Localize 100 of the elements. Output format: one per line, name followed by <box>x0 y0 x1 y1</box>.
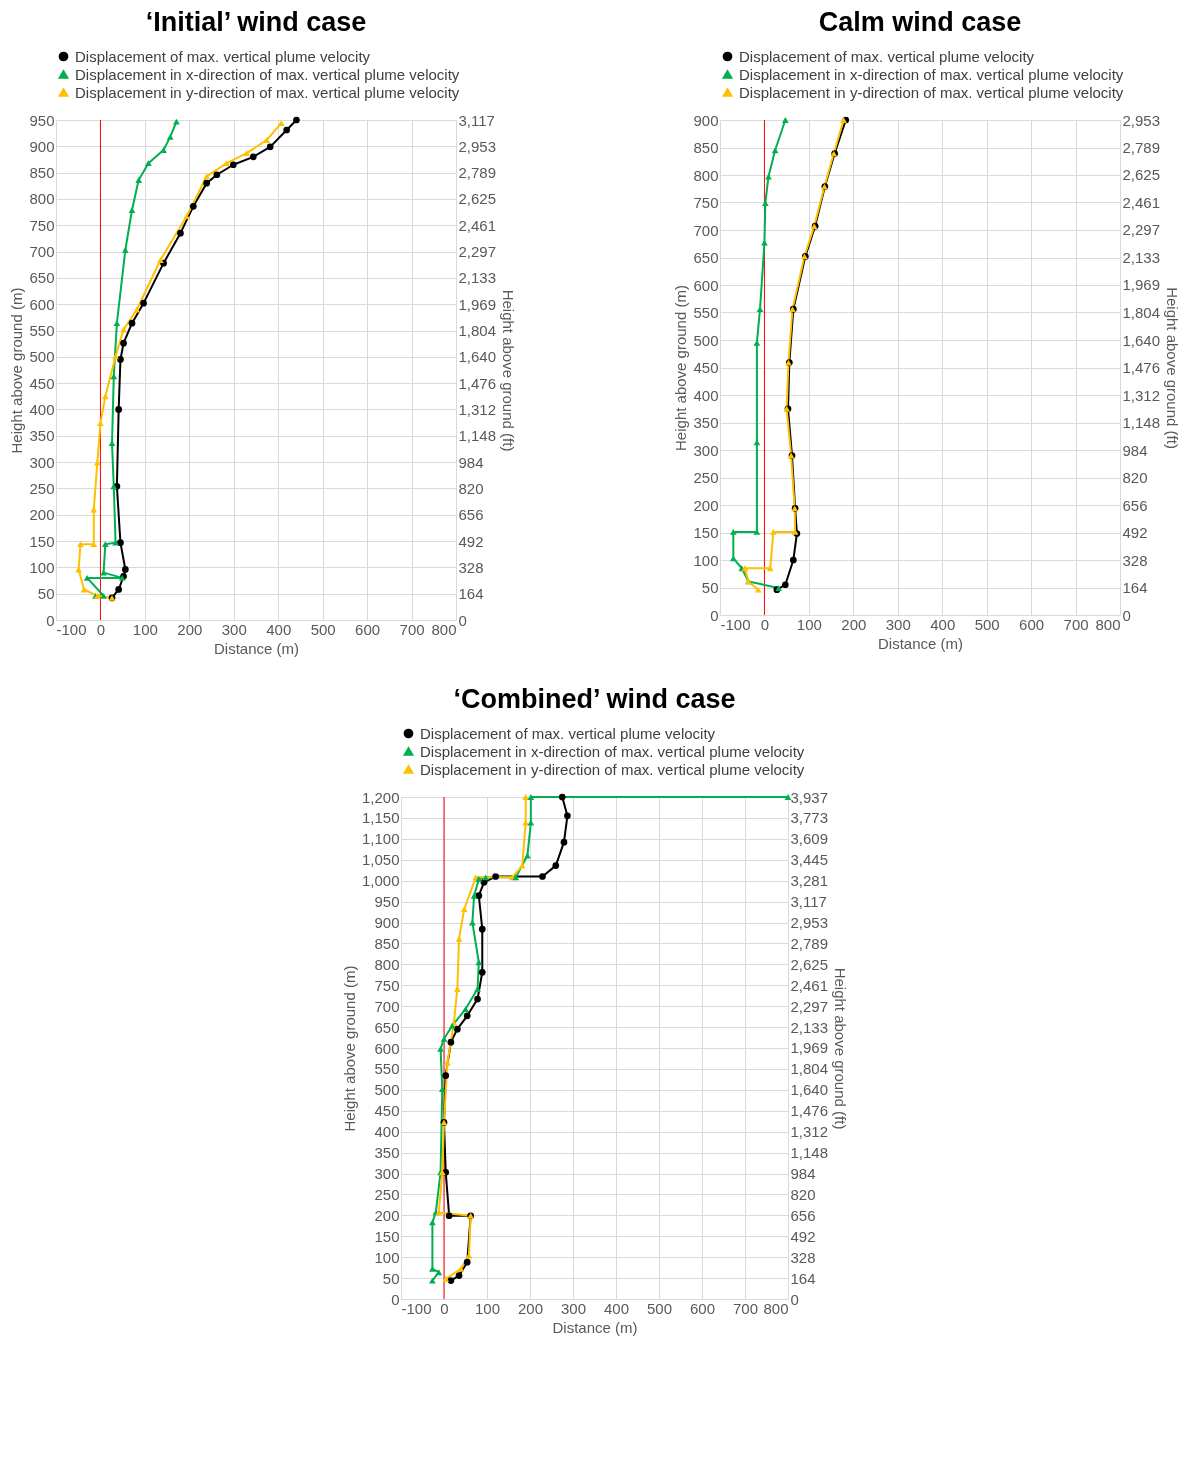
y2-axis-title: Height above ground (ft) <box>1164 287 1182 449</box>
chart-title: ‘Initial’ wind case <box>145 7 367 37</box>
y-tick-label: 500 <box>29 348 55 366</box>
y-tick-label: 800 <box>29 190 55 208</box>
y2-tick-label: 1,476 <box>1122 359 1161 377</box>
y-tick-label: 100 <box>693 551 719 569</box>
y-tick-label: 650 <box>693 249 719 266</box>
y-tick-label: 800 <box>693 166 719 184</box>
x-tick-label: 300 <box>221 620 247 638</box>
y2-tick-label: 1,148 <box>1122 414 1161 432</box>
y-tick-label: 600 <box>373 1039 399 1057</box>
y-tick-label: 100 <box>373 1248 399 1266</box>
y2-tick-label: 1,148 <box>458 427 497 445</box>
y-tick-label: 900 <box>693 111 719 129</box>
y2-tick-label: 3,773 <box>790 809 828 827</box>
y-tick-label: 750 <box>29 216 55 234</box>
y-tick-label: 450 <box>373 1102 399 1120</box>
y2-tick-label: 2,625 <box>790 955 828 973</box>
y-tick-label: 300 <box>373 1165 399 1182</box>
x-tick-label: 800 <box>762 1299 788 1317</box>
y-tick-label: 450 <box>29 374 55 392</box>
y2-tick-label: 3,117 <box>458 111 495 129</box>
y-tick-label: 650 <box>29 269 55 287</box>
legend-label: Displacement of max. vertical plume velocity <box>739 47 1035 65</box>
x-tick-label: -100 <box>401 1299 432 1317</box>
y2-tick-label: 1,640 <box>1122 331 1161 349</box>
y-tick-label: 750 <box>373 976 399 994</box>
y2-tick-label: 1,969 <box>1122 276 1161 294</box>
y2-tick-label: 820 <box>1122 469 1148 487</box>
x-tick-label: -100 <box>56 620 87 638</box>
y2-tick-label: 656 <box>458 506 484 524</box>
y-axis-title: Height above ground (m) <box>340 965 358 1132</box>
x-axis-title: Distance (m) <box>551 1318 638 1336</box>
y-tick-label: 400 <box>29 400 55 418</box>
y-tick-label: 350 <box>693 414 719 431</box>
y2-tick-label: 1,804 <box>790 1060 828 1078</box>
y-tick-label: 1,150 <box>361 809 399 827</box>
y2-tick-label: 164 <box>1122 579 1148 597</box>
y-tick-label: 850 <box>29 164 55 182</box>
y2-tick-label: 2,297 <box>458 243 497 261</box>
y-tick-label: 250 <box>29 479 55 497</box>
y2-tick-label: 1,476 <box>790 1102 828 1120</box>
y-tick-label: 700 <box>373 997 399 1015</box>
y2-tick-label: 2,461 <box>1122 193 1161 211</box>
y-tick-label: 850 <box>373 934 399 952</box>
legend-label: Displacement in x-direction of max. vertical plume velocity <box>75 65 460 83</box>
y-tick-label: 600 <box>29 295 55 313</box>
y2-tick-label: 1,312 <box>790 1123 828 1141</box>
y-tick-label: 350 <box>373 1144 399 1162</box>
y2-tick-label: 3,937 <box>790 788 828 806</box>
y2-tick-label: 328 <box>1122 551 1148 569</box>
y2-tick-label: 2,789 <box>458 164 497 182</box>
x-tick-label: 500 <box>646 1299 672 1317</box>
chart-title: Calm wind case <box>818 7 1022 37</box>
y2-tick-label: 2,625 <box>458 190 497 208</box>
y2-tick-label: 164 <box>790 1269 816 1287</box>
y-tick-label: 550 <box>29 322 55 340</box>
y-tick-label: 300 <box>29 453 55 471</box>
y-tick-label: 300 <box>693 441 719 459</box>
y-tick-label: 200 <box>29 506 55 524</box>
y2-tick-label: 2,133 <box>458 269 497 287</box>
x-tick-label: 300 <box>560 1299 586 1317</box>
y-tick-label: 150 <box>29 532 55 550</box>
y2-tick-label: 1,640 <box>458 348 497 366</box>
y2-tick-label: 2,789 <box>1122 138 1161 156</box>
y2-tick-label: 164 <box>458 585 484 603</box>
x-axis-title: Distance (m) <box>213 639 300 657</box>
x-tick-label: 800 <box>1095 615 1121 633</box>
y2-tick-label: 2,789 <box>790 934 828 952</box>
y2-tick-label: 492 <box>458 532 484 550</box>
y-tick-label: 400 <box>373 1123 399 1141</box>
y2-tick-label: 2,461 <box>790 976 828 994</box>
x-tick-label: -100 <box>720 615 751 633</box>
y-tick-label: 500 <box>693 331 719 349</box>
y-tick-label: 200 <box>693 496 719 514</box>
y2-tick-label: 1,148 <box>790 1144 828 1162</box>
y-tick-label: 1,000 <box>361 872 399 890</box>
legend-label: Displacement in y-direction of max. vertical plume velocity <box>419 760 805 778</box>
y2-tick-label: 2,953 <box>1122 111 1161 129</box>
y-tick-label: 500 <box>373 1081 399 1099</box>
y2-tick-label: 2,953 <box>790 913 828 931</box>
y-tick-label: 950 <box>373 893 399 911</box>
y2-tick-label: 2,625 <box>1122 166 1161 184</box>
y-tick-label: 850 <box>693 139 719 156</box>
legend-label: Displacement in y-direction of max. vertical plume velocity <box>739 83 1124 101</box>
y-tick-label: 150 <box>693 524 719 541</box>
x-tick-label: 400 <box>603 1299 629 1317</box>
y-tick-label: 1,050 <box>361 851 399 869</box>
y-tick-label: 750 <box>693 194 719 211</box>
y2-tick-label: 1,640 <box>790 1081 828 1099</box>
x-tick-label: 0 <box>760 615 770 633</box>
y-tick-label: 700 <box>693 221 719 239</box>
y2-tick-label: 2,953 <box>458 137 497 155</box>
y-tick-label: 150 <box>373 1227 399 1245</box>
y2-tick-label: 3,117 <box>790 893 827 911</box>
y-tick-label: 550 <box>693 304 719 321</box>
y2-tick-label: 3,445 <box>790 851 828 869</box>
y2-tick-label: 1,969 <box>458 295 497 313</box>
y-tick-label: 450 <box>693 359 719 376</box>
y-tick-label: 700 <box>29 243 55 261</box>
